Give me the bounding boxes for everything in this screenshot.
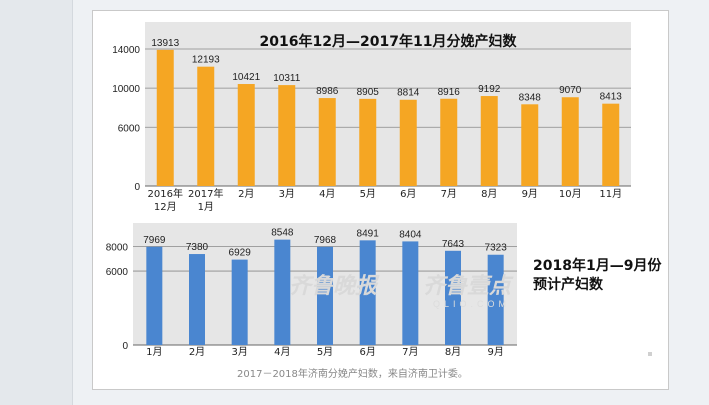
- chart1-value-label: 10311: [273, 73, 301, 84]
- chart1-x-label: 12月: [154, 201, 177, 213]
- chart1-bar: [197, 66, 215, 186]
- chart1-bar: [278, 85, 296, 186]
- chart2-bar: [359, 240, 376, 345]
- chart2-ytick-label: 8000: [106, 242, 129, 253]
- chart2-value-label: 8548: [271, 228, 294, 239]
- chart2-value-label: 7643: [442, 239, 465, 250]
- chart2-bar: [146, 246, 163, 345]
- chart1-x-label: 6月: [400, 188, 416, 200]
- chart1-value-label: 8814: [397, 88, 420, 99]
- chart-card: 0 6000 10000 14000 0 6000 8000 13913 2016年 12月 1…: [92, 10, 669, 390]
- chart1-bar: [156, 49, 174, 187]
- chart2-x-label: 4月: [274, 346, 290, 358]
- watermark: 齐鲁晚报 齐鲁壹点 QLIO.COM: [289, 273, 514, 309]
- chart1-value-label: 9192: [478, 84, 501, 95]
- chart1-bar: [237, 84, 255, 186]
- chart1-ytick-label: 10000: [112, 84, 140, 95]
- chart2-x-label: 6月: [359, 346, 375, 358]
- chart2-x-label: 8月: [445, 346, 461, 358]
- chart2-bar: [445, 250, 461, 345]
- chart2-x-label: 3月: [231, 346, 247, 358]
- chart1-value-label: 12193: [192, 55, 220, 66]
- chart1-x-label: 10月: [559, 188, 582, 200]
- chart1-x-label: 3月: [279, 188, 295, 200]
- chart1-bar: [440, 98, 458, 186]
- chart1-value-label: 13913: [151, 38, 179, 49]
- chart1-x-label: 1月: [198, 201, 214, 213]
- chart1-x-label: 2017年: [188, 187, 223, 200]
- chart1-value-label: 10421: [232, 72, 260, 83]
- watermark-sub: QLIO.COM: [433, 299, 510, 309]
- chart2-x-label: 7月: [402, 346, 418, 358]
- chart2-title: 预计产妇数: [533, 276, 604, 293]
- chart2-bar: [487, 254, 504, 345]
- chart1-x-label: 9月: [522, 188, 538, 200]
- corner-dot: [648, 352, 652, 356]
- chart1-ytick-label: 6000: [118, 123, 141, 134]
- chart2-value-label: 7323: [485, 243, 508, 254]
- source-note: 2017－2018年济南分娩产妇数，来自济南卫计委。: [237, 367, 468, 380]
- chart1-bar: [602, 103, 620, 186]
- chart1-x-label: 7月: [441, 188, 457, 200]
- chart1-bar: [318, 98, 336, 186]
- chart1-x-label: 8月: [481, 188, 497, 200]
- chart1-value-label: 8413: [600, 92, 623, 103]
- chart1-ytick-label: 0: [134, 182, 140, 193]
- chart2-ytick-label: 6000: [106, 267, 129, 278]
- chart-figure: 0 6000 10000 14000 0 6000 8000 13913 2016年12月 1…: [106, 22, 662, 380]
- chart2-value-label: 7380: [186, 242, 209, 253]
- chart2-x-label: 1月: [146, 346, 162, 358]
- chart2-x-label: 5月: [317, 346, 333, 358]
- chart1-x-label: 11月: [599, 188, 622, 200]
- chart2-value-label: 7969: [143, 235, 166, 246]
- chart1-title: 2016年12月—2017年11月分娩产妇数: [260, 33, 518, 50]
- chart2-bar: [274, 239, 291, 345]
- chart1-bar: [521, 104, 539, 186]
- chart1-value-label: 9070: [559, 85, 582, 96]
- chart1-x-label: 2016年: [148, 187, 183, 200]
- chart2-value-label: 7968: [314, 235, 337, 246]
- watermark-brand: 齐鲁壹点: [423, 273, 514, 299]
- chart2-bar: [402, 241, 419, 345]
- watermark-main: 齐鲁晚报: [289, 273, 380, 299]
- chart1-bar: [480, 96, 498, 186]
- chart1-value-label: 8348: [519, 92, 542, 103]
- chart2-x-label: 2月: [189, 346, 205, 358]
- chart1-value-label: 8986: [316, 86, 339, 97]
- chart2-value-label: 8404: [399, 229, 422, 240]
- chart2-bar: [189, 254, 205, 345]
- chart2-value-label: 8491: [357, 228, 380, 239]
- chart2-title: 2018年1月—9月份: [533, 257, 662, 274]
- chart1-value-label: 8905: [357, 87, 380, 98]
- chart1-value-label: 8916: [438, 87, 461, 98]
- chart2-x-label: 9月: [487, 346, 503, 358]
- chart1-ytick-label: 14000: [112, 45, 140, 56]
- chart2-bar: [317, 246, 333, 345]
- chart2-ytick-label: 0: [122, 341, 128, 352]
- chart1-bar: [399, 99, 417, 186]
- chart2-value-label: 6929: [229, 248, 252, 259]
- chart1-bar: [359, 98, 377, 186]
- chart1-x-label: 2月: [238, 188, 254, 200]
- sidebar-panel: [0, 0, 73, 405]
- chart1-x-label: 5月: [360, 188, 376, 200]
- chart1-bar: [561, 97, 579, 186]
- chart1-x-label: 4月: [319, 188, 335, 200]
- chart2-bar: [231, 259, 248, 345]
